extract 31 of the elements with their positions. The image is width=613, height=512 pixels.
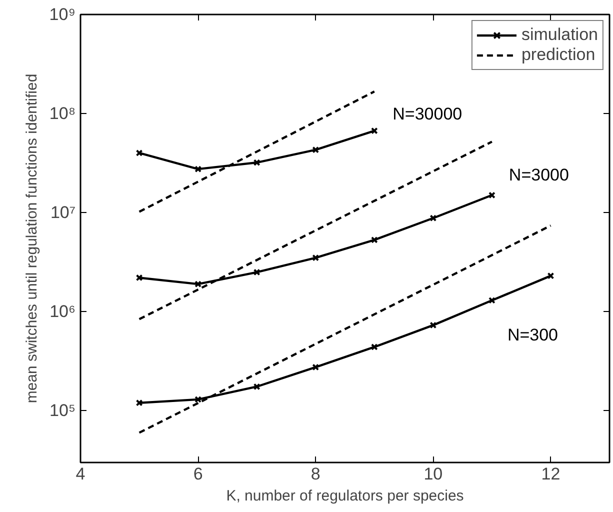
point [370, 236, 378, 244]
x-tick-label: 12 [541, 464, 560, 484]
x-tick-label: 10 [424, 464, 443, 484]
point [312, 146, 320, 154]
x-tick-label: 4 [76, 464, 86, 484]
point [194, 280, 202, 288]
y-axis-title: mean switches until regulation functions identified [23, 74, 40, 404]
x-tick-label: 8 [310, 464, 320, 484]
annotation: N=300 [507, 325, 558, 344]
legend-label: prediction [521, 45, 596, 65]
y-tick-label: 10⁵ [50, 401, 76, 420]
point [488, 296, 496, 304]
annotation: N=3000 [508, 166, 569, 185]
point [253, 383, 260, 390]
legend-label: simulation [521, 25, 598, 45]
point [253, 268, 260, 276]
point [312, 254, 320, 262]
annotation: N=30000 [392, 104, 462, 124]
point [430, 214, 437, 222]
point [312, 364, 320, 371]
y-tick-label: 10⁸ [49, 104, 76, 124]
point [253, 159, 260, 166]
point [430, 322, 437, 329]
y-tick-label: 10⁹ [49, 5, 76, 24]
x-tick-label: 6 [193, 464, 203, 484]
y-tick-label: 10⁶ [50, 302, 76, 322]
y-tick-label: 10⁷ [50, 203, 76, 222]
point [370, 344, 378, 350]
x-axis-title: K, number of regulators per species [226, 488, 464, 504]
point [194, 396, 202, 403]
point [194, 166, 202, 173]
